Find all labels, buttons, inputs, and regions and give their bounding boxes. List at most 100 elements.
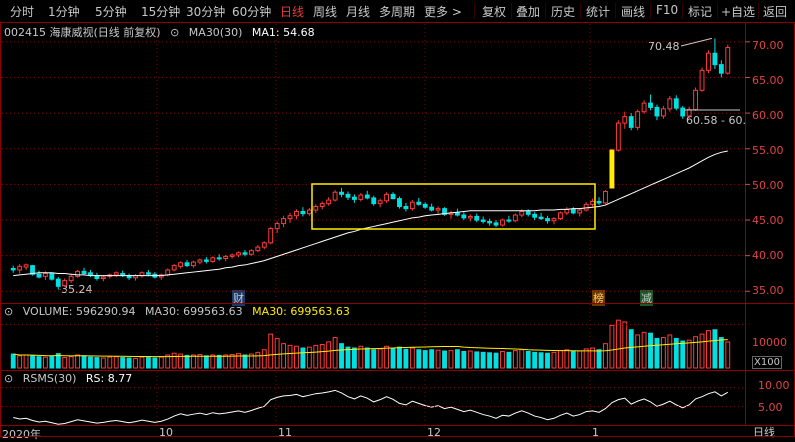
volume-bar (282, 344, 286, 368)
add-watchlist-button[interactable]: +自选 (721, 3, 755, 20)
volume-bar (462, 351, 466, 368)
mark-button[interactable]: 标记 (688, 3, 712, 20)
date-label: 12 (427, 426, 441, 439)
volume-bar (101, 358, 105, 368)
volume-bar (610, 325, 614, 368)
period-indicator[interactable]: 日线 (753, 424, 775, 440)
tab-15min[interactable]: 15分钟 (141, 3, 180, 20)
volume-bar (43, 357, 47, 368)
draw-line-button[interactable]: 画线 (621, 3, 645, 20)
toolbar-divider (682, 3, 683, 19)
volume-bar (513, 351, 517, 368)
volume-bar (436, 350, 440, 368)
tab-more[interactable]: 更多 > (424, 3, 462, 20)
candle-body (365, 195, 369, 198)
volume-bar (237, 354, 241, 368)
volume-bar (649, 333, 653, 368)
candle-body (185, 263, 189, 266)
candle-body (430, 207, 434, 210)
volume-bar (352, 348, 356, 368)
candle-body (346, 194, 350, 197)
overlay-button[interactable]: 叠加 (516, 3, 540, 20)
event-marker-bang[interactable]: 榜 (592, 290, 605, 306)
candle-body (636, 112, 640, 128)
volume-bar (230, 355, 234, 368)
candle-body (43, 273, 47, 276)
history-button[interactable]: 历史 (551, 3, 575, 20)
volume-bar (398, 347, 402, 368)
volume-bar (694, 337, 698, 368)
volume-bar (95, 358, 99, 368)
candle-body (172, 266, 176, 270)
candle-body (546, 219, 550, 221)
candle-body (629, 117, 633, 128)
candle-body (449, 213, 453, 214)
fuquan-button[interactable]: 复权 (482, 3, 506, 20)
settings-icon[interactable]: ⊙ (4, 372, 13, 385)
volume-bar (50, 356, 54, 368)
settings-icon[interactable]: ⊙ (170, 26, 179, 39)
tab-fenshi[interactable]: 分时 (10, 3, 34, 20)
tab-weekly[interactable]: 周线 (313, 3, 337, 20)
candle-body (31, 266, 35, 275)
tab-monthly[interactable]: 月线 (346, 3, 370, 20)
volume-bar (449, 351, 453, 368)
volume-bar (423, 351, 427, 368)
settings-icon[interactable]: ⊙ (4, 305, 13, 318)
high-price-label: 70.48 (648, 40, 680, 53)
candle-body (372, 198, 376, 204)
candle-body (661, 109, 665, 116)
candle-body (423, 204, 427, 207)
candle-body (56, 279, 60, 286)
range-label: 60.58 - 60. (686, 114, 746, 127)
toolbar-divider (511, 3, 512, 19)
tab-multi-period[interactable]: 多周期 (379, 3, 415, 20)
volume-bar (288, 345, 292, 368)
tab-60min[interactable]: 60分钟 (232, 3, 271, 20)
candle-body (18, 266, 22, 270)
tab-daily[interactable]: 日线 (280, 3, 304, 20)
volume-bar (533, 352, 537, 368)
volume-bar (365, 348, 369, 368)
event-marker-cai[interactable]: 财 (232, 290, 245, 306)
candle-body (552, 219, 556, 221)
volume-bar (11, 354, 15, 368)
volume-info-row: ⊙ VOLUME: 596290.94 MA30: 699563.63 MA30… (4, 305, 356, 321)
volume-bar (314, 345, 318, 368)
candle-body (307, 210, 311, 214)
candle-body (674, 99, 678, 108)
volume-bar (385, 346, 389, 368)
tab-1min[interactable]: 1分钟 (48, 3, 80, 20)
back-button[interactable]: 返回 (763, 3, 787, 20)
candle-body (616, 123, 620, 150)
candle-body (455, 213, 459, 215)
volume-ma30-line (13, 340, 728, 357)
volume-bar (475, 352, 479, 368)
candle-body (719, 65, 723, 74)
event-marker-jian[interactable]: 减 (640, 290, 653, 306)
tab-30min[interactable]: 30分钟 (186, 3, 225, 20)
candle-body (539, 217, 543, 218)
tab-5min[interactable]: 5分钟 (95, 3, 127, 20)
volume-bar (507, 352, 511, 368)
volume-bar (37, 357, 41, 368)
candle-body (108, 275, 112, 276)
f10-button[interactable]: F10 (656, 3, 678, 17)
volume-bar (217, 355, 221, 368)
volume-bar (687, 340, 691, 368)
candle-body (668, 99, 672, 109)
consolidation-box (312, 184, 595, 229)
volume-bar (146, 358, 150, 368)
volume-bar (275, 338, 279, 368)
volume-ma30-value-2: MA30: 699563.63 (252, 305, 350, 318)
volume-bar (707, 331, 711, 368)
volume-bar (82, 356, 86, 368)
candle-body (301, 211, 305, 213)
volume-bar (417, 350, 421, 368)
candle-body (681, 108, 685, 116)
volume-bar (134, 358, 138, 368)
candle-body (655, 107, 659, 116)
volume-bar (243, 355, 247, 368)
statistics-button[interactable]: 统计 (586, 3, 610, 20)
candle-body (340, 192, 344, 194)
